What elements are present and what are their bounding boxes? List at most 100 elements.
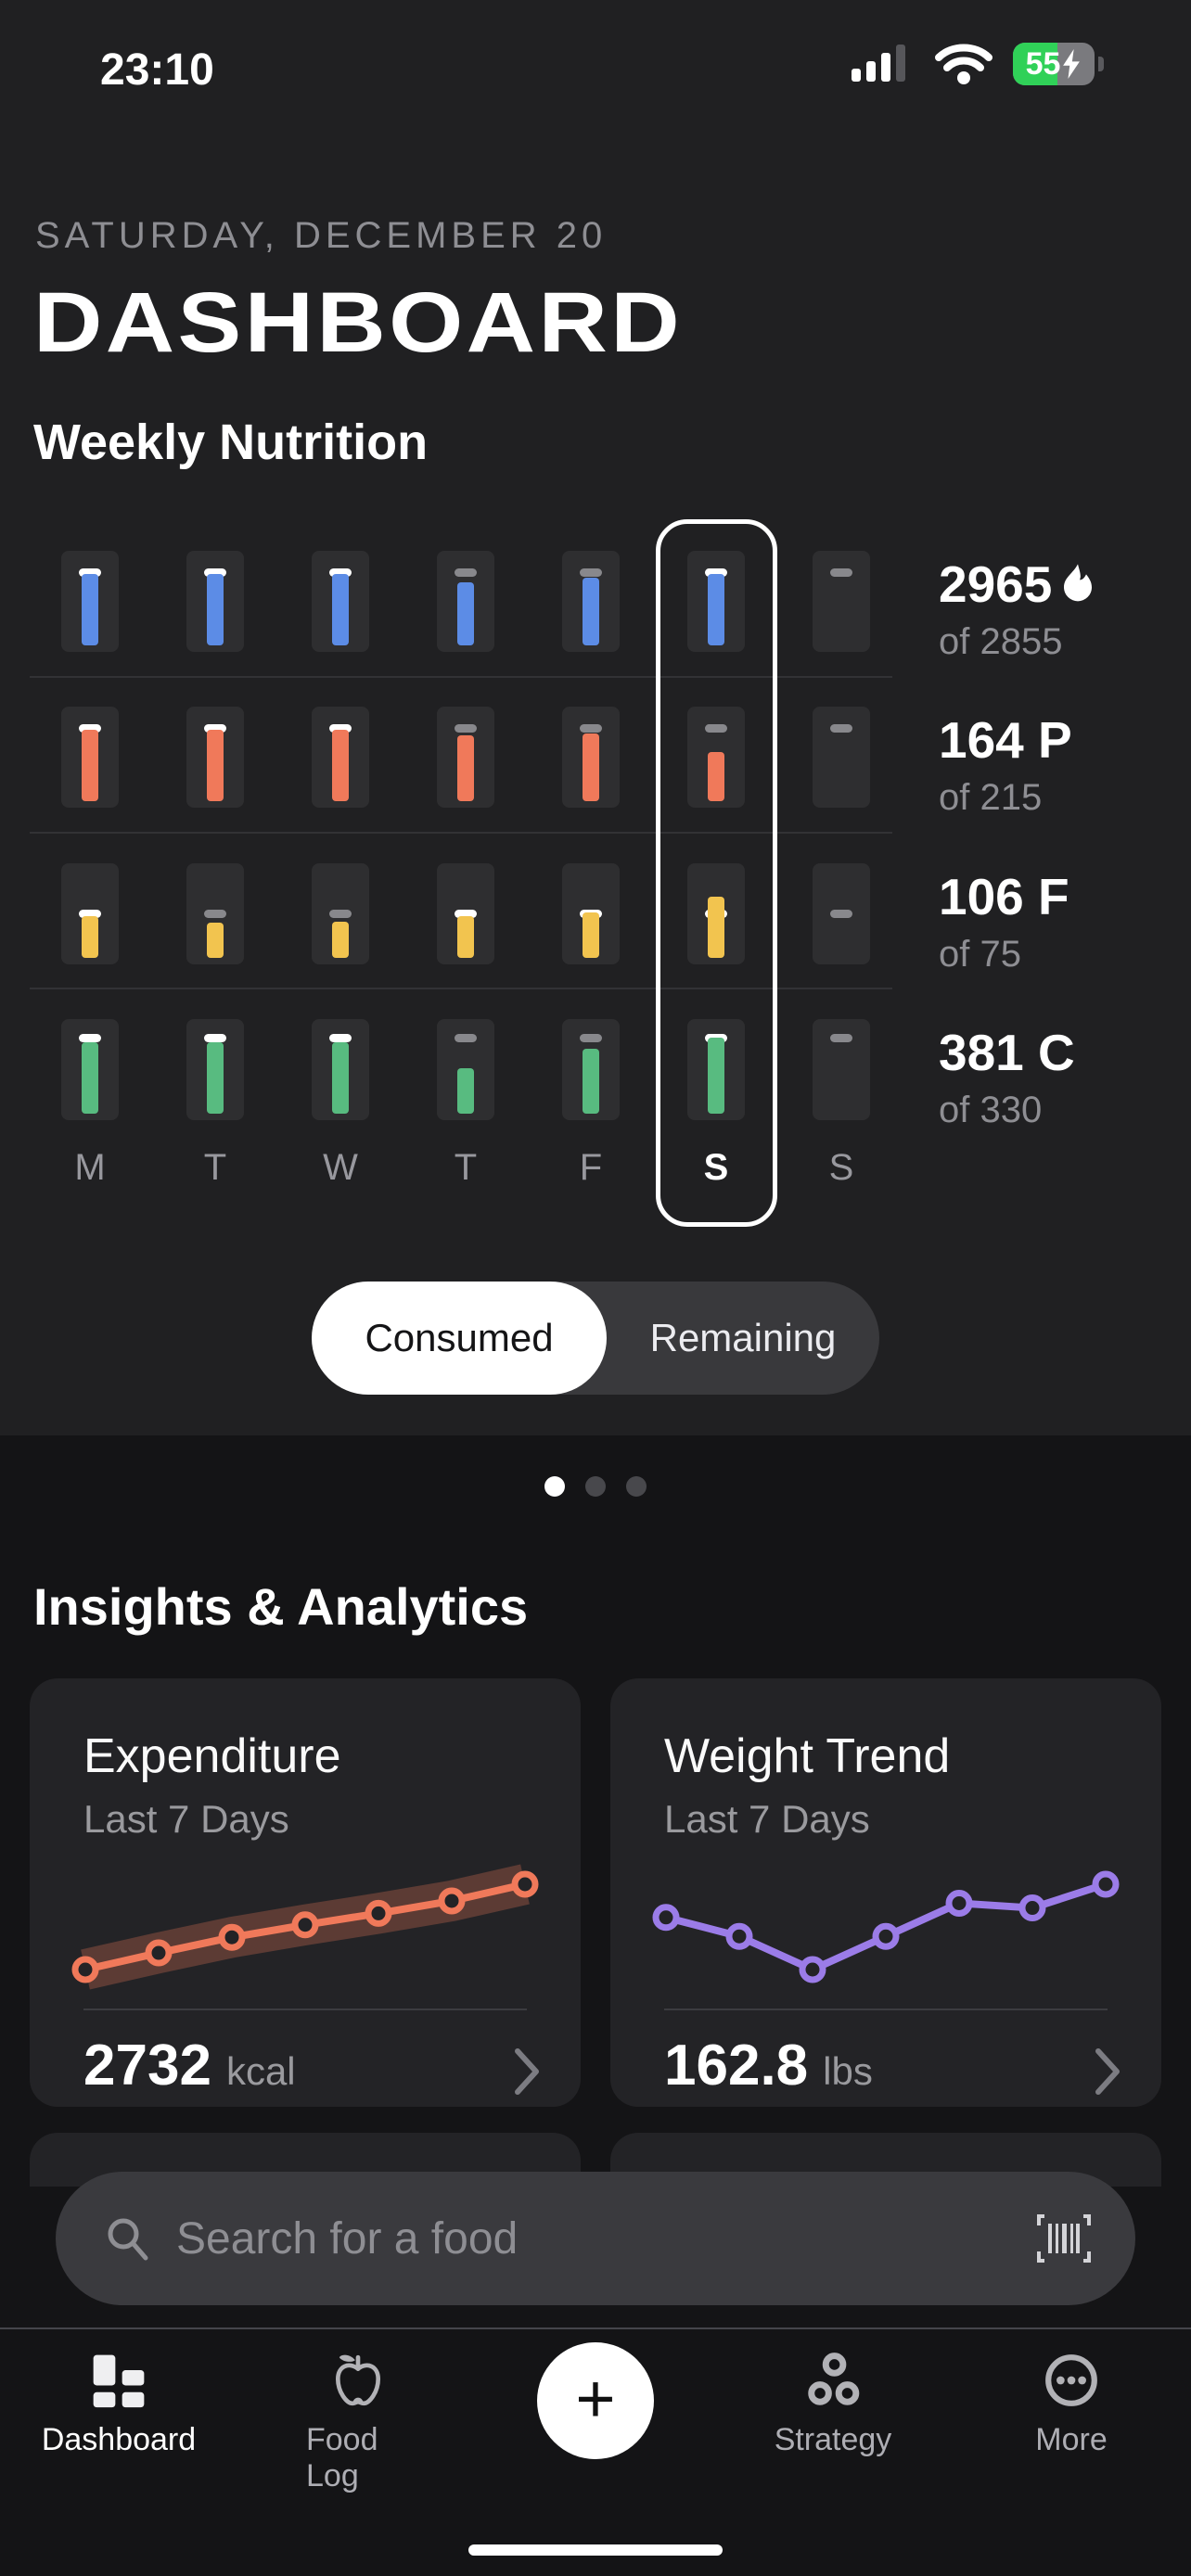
card-subtitle: Last 7 Days — [664, 1797, 870, 1841]
status-bar-icons: 55 — [852, 43, 1104, 85]
bar-fill — [708, 752, 724, 801]
goal-marker — [830, 567, 852, 577]
chevron-right-icon[interactable] — [1091, 2046, 1124, 2098]
nutrition-bar-fat-day1[interactable] — [186, 863, 244, 964]
nutrition-bar-carbs-day0[interactable] — [61, 1019, 119, 1120]
home-indicator[interactable] — [468, 2544, 723, 2556]
nutrition-bar-protein-day3[interactable] — [437, 707, 494, 808]
nutrition-bar-fat-day6[interactable] — [813, 863, 870, 964]
nutrition-bar-fat-day5[interactable] — [687, 863, 745, 964]
bar-fill — [82, 573, 98, 645]
stat-value: 106 F — [939, 868, 1069, 925]
weight-unit: lbs — [823, 2049, 873, 2093]
stat-target: of 330 — [939, 1090, 1043, 1130]
bar-fill — [207, 923, 224, 958]
weight-trend-card[interactable]: Weight Trend Last 7 Days 162.8 lbs — [610, 1678, 1161, 2107]
day-label-3[interactable]: T — [454, 1147, 478, 1188]
nutrition-bar-fat-day3[interactable] — [437, 863, 494, 964]
stat-1: 164 P of 215 — [939, 710, 1072, 819]
bar-fill — [332, 922, 349, 958]
nutrition-bar-protein-day4[interactable] — [562, 707, 620, 808]
day-label-1[interactable]: T — [203, 1147, 227, 1188]
pager-dot-1[interactable] — [585, 1476, 606, 1497]
stat-value: 381 C — [939, 1024, 1075, 1081]
nutrition-bar-carbs-day4[interactable] — [562, 1019, 620, 1120]
tab-bar: Dashboard Food Log + Strategy — [0, 2327, 1191, 2576]
nutrition-bar-protein-day1[interactable] — [186, 707, 244, 808]
day-label-5[interactable]: S — [703, 1147, 729, 1188]
nutrition-bar-calories-day2[interactable] — [312, 551, 369, 652]
goal-marker — [79, 723, 101, 733]
more-ellipsis-icon — [1045, 2354, 1097, 2406]
tab-food-log[interactable]: Food Log — [306, 2352, 410, 2494]
expenditure-value: 2732 — [83, 2034, 211, 2098]
goal-marker — [204, 723, 226, 733]
bar-fill — [82, 729, 98, 801]
card-divider — [664, 2009, 1108, 2010]
bar-fill — [583, 733, 599, 801]
bar-fill — [583, 912, 599, 958]
barcode-scan-button[interactable] — [1037, 2214, 1091, 2263]
pager-dot-0[interactable] — [544, 1476, 565, 1497]
status-bar-time: 23:10 — [100, 45, 214, 95]
nutrition-bar-calories-day6[interactable] — [813, 551, 870, 652]
goal-marker — [329, 1034, 352, 1043]
tab-more[interactable]: More — [1030, 2352, 1113, 2458]
nutrition-bar-protein-day2[interactable] — [312, 707, 369, 808]
nutrition-bar-calories-day4[interactable] — [562, 551, 620, 652]
day-label-2[interactable]: W — [323, 1147, 358, 1188]
nutrition-bar-calories-day3[interactable] — [437, 551, 494, 652]
stat-target: of 75 — [939, 934, 1021, 975]
bar-fill — [457, 1068, 474, 1114]
nutrition-bar-carbs-day2[interactable] — [312, 1019, 369, 1120]
nutrition-bar-fat-day0[interactable] — [61, 863, 119, 964]
nutrition-bar-calories-day1[interactable] — [186, 551, 244, 652]
stat-0: 2965 of 2855 — [939, 555, 1096, 663]
nutrition-bar-carbs-day6[interactable] — [813, 1019, 870, 1120]
charging-bolt-icon — [1063, 49, 1081, 79]
nutrition-bar-calories-day0[interactable] — [61, 551, 119, 652]
day-label-6[interactable]: S — [828, 1147, 854, 1188]
bar-fill — [82, 915, 98, 958]
weekly-nutrition-heading: Weekly Nutrition — [33, 414, 429, 470]
nutrition-bar-fat-day2[interactable] — [312, 863, 369, 964]
toggle-option-remaining[interactable]: Remaining — [649, 1316, 837, 1359]
wifi-icon — [935, 44, 992, 84]
nutrition-bar-protein-day6[interactable] — [813, 707, 870, 808]
tab-strategy[interactable]: Strategy — [775, 2352, 891, 2458]
nutrition-bar-carbs-day5[interactable] — [687, 1019, 745, 1120]
barcode-icon — [1037, 2214, 1091, 2263]
nutrition-bar-protein-day0[interactable] — [61, 707, 119, 808]
goal-marker — [204, 1034, 226, 1043]
pager-dot-2[interactable] — [626, 1476, 647, 1497]
goal-marker — [830, 723, 852, 733]
nutrition-bar-fat-day4[interactable] — [562, 863, 620, 964]
goal-marker — [580, 723, 602, 733]
tab-dashboard[interactable]: Dashboard — [42, 2352, 196, 2458]
nutrition-bar-carbs-day3[interactable] — [437, 1019, 494, 1120]
expenditure-card[interactable]: Expenditure Last 7 Days 2732 kcal — [30, 1678, 581, 2107]
insights-heading: Insights & Analytics — [33, 1577, 529, 1636]
nutrition-bar-protein-day5[interactable] — [687, 707, 745, 808]
goal-marker — [705, 567, 727, 577]
stat-target: of 2855 — [939, 621, 1063, 662]
dashboard-grid-icon — [93, 2354, 145, 2408]
expenditure-line-chart — [71, 1864, 539, 1990]
nutrition-bar-calories-day5[interactable] — [687, 551, 745, 652]
day-label-4[interactable]: F — [579, 1147, 603, 1188]
bar-fill — [332, 1041, 349, 1114]
add-food-button[interactable]: + — [537, 2342, 654, 2459]
stat-value: 2965 — [939, 555, 1096, 614]
flame-icon — [1064, 564, 1093, 602]
nutrition-bar-carbs-day1[interactable] — [186, 1019, 244, 1120]
day-label-0[interactable]: M — [74, 1147, 106, 1188]
chevron-right-icon[interactable] — [510, 2046, 544, 2098]
search-input[interactable] — [174, 2212, 1037, 2265]
toggle-option-consumed[interactable]: Consumed — [312, 1282, 607, 1395]
stat-3: 381 C of 330 — [939, 1023, 1075, 1131]
bar-fill — [82, 1041, 98, 1114]
stat-target: of 215 — [939, 777, 1043, 818]
food-search-bar[interactable] — [56, 2172, 1135, 2305]
tab-label: Dashboard — [41, 2422, 197, 2457]
